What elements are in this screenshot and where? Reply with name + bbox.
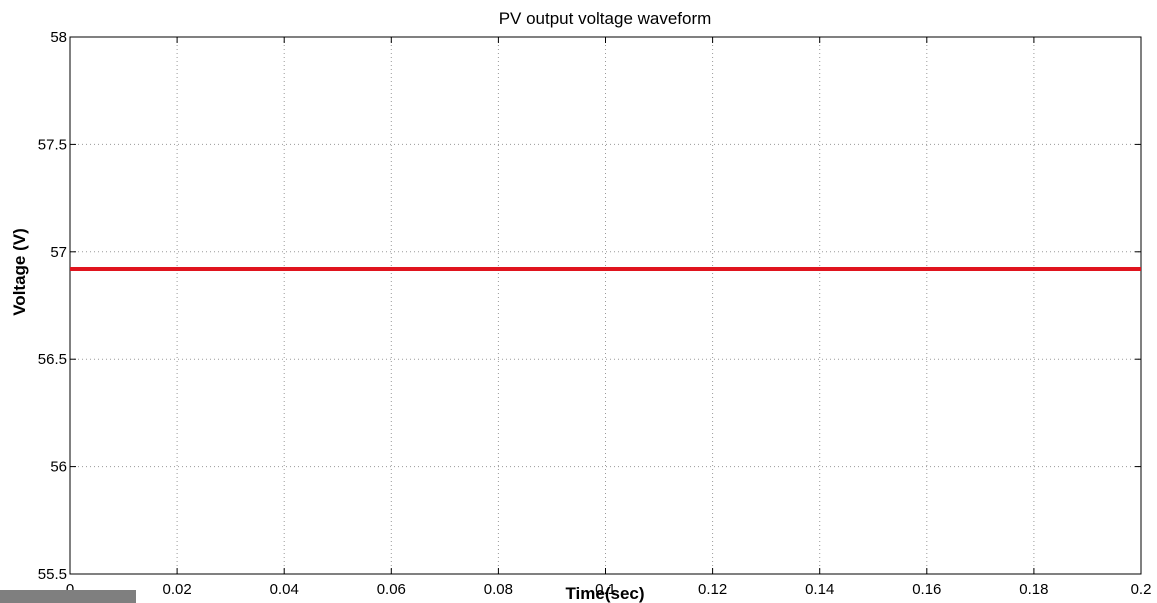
y-tick-label: 58 [50, 29, 67, 46]
y-tick-label: 56 [50, 459, 67, 476]
y-tick-label: 57.5 [38, 136, 67, 153]
grid [70, 37, 1141, 574]
x-axis-label: Time(sec) [565, 584, 644, 603]
x-tick-label: 0.16 [912, 581, 941, 598]
x-tick-label: 0.18 [1019, 581, 1048, 598]
y-tick-label: 55.5 [38, 566, 67, 583]
x-tick-label: 0.14 [805, 581, 834, 598]
chart-title: PV output voltage waveform [499, 9, 712, 28]
y-tick-label: 57 [50, 244, 67, 261]
x-tick-label: 0.12 [698, 581, 727, 598]
y-tick-label: 56.5 [38, 351, 67, 368]
x-tick-label: 0.04 [270, 581, 299, 598]
x-tick-label: 0.2 [1131, 581, 1152, 598]
x-tick-label: 0.06 [377, 581, 406, 598]
axis-ticks: 0 0.02 0.04 0.06 0.08 0.1 0.12 0.14 0.16 0.18 0.2 5… [38, 29, 1152, 598]
y-axis-label: Voltage (V) [10, 228, 29, 316]
x-tick-label: 0.02 [162, 581, 191, 598]
status-tag [0, 590, 136, 603]
x-tick-label: 0.08 [484, 581, 513, 598]
x-tick-label: 0.1 [595, 581, 616, 598]
x-tick-label: 0 [66, 581, 74, 598]
